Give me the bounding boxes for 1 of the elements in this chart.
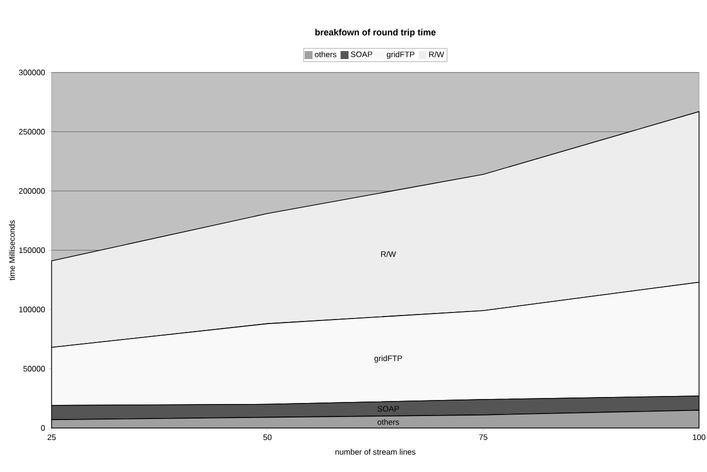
chart-title: breakfown of round trip time <box>315 29 436 38</box>
